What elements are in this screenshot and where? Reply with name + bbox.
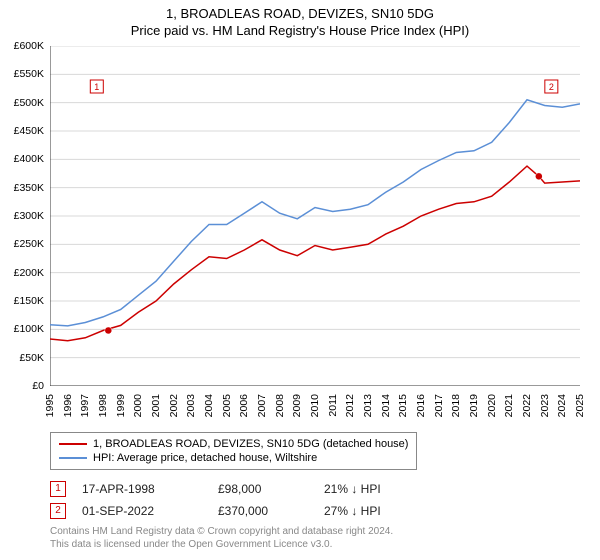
transaction-marker: 1 xyxy=(50,481,66,497)
x-tick-label: 1999 xyxy=(115,394,127,417)
page-title-line2: Price paid vs. HM Land Registry's House … xyxy=(0,21,600,38)
legend-swatch xyxy=(59,457,87,459)
x-tick-label: 1997 xyxy=(79,394,91,417)
x-tick-label: 2012 xyxy=(344,394,356,417)
x-tick-label: 1998 xyxy=(97,394,109,417)
x-tick-label: 2024 xyxy=(556,394,568,417)
line-chart: 12 xyxy=(50,46,580,386)
footer-line1: Contains HM Land Registry data © Crown c… xyxy=(50,526,393,539)
x-tick-label: 2009 xyxy=(291,394,303,417)
x-tick-label: 2002 xyxy=(168,394,180,417)
x-axis-labels: 1995199619971998199920002001200220032004… xyxy=(50,390,580,430)
transaction-date: 17-APR-1998 xyxy=(82,482,202,496)
transaction-pct: 21% ↓ HPI xyxy=(324,482,434,496)
x-tick-label: 2025 xyxy=(574,394,586,417)
x-tick-label: 1995 xyxy=(44,394,56,417)
transaction-price: £370,000 xyxy=(218,504,308,518)
legend-label: 1, BROADLEAS ROAD, DEVIZES, SN10 5DG (de… xyxy=(93,438,408,450)
x-tick-label: 2007 xyxy=(256,394,268,417)
chart-area: 12 xyxy=(50,46,580,386)
x-tick-label: 2003 xyxy=(185,394,197,417)
legend-swatch xyxy=(59,443,87,445)
y-axis-labels: £0£50K£100K£150K£200K£250K£300K£350K£400… xyxy=(0,46,48,386)
x-tick-label: 2020 xyxy=(486,394,498,417)
y-tick-label: £200K xyxy=(14,267,44,279)
y-tick-label: £0 xyxy=(32,380,44,392)
x-tick-label: 2016 xyxy=(415,394,427,417)
x-tick-label: 2022 xyxy=(521,394,533,417)
y-tick-label: £350K xyxy=(14,182,44,194)
transaction-date: 01-SEP-2022 xyxy=(82,504,202,518)
x-tick-label: 2004 xyxy=(203,394,215,417)
y-tick-label: £400K xyxy=(14,153,44,165)
legend-label: HPI: Average price, detached house, Wilt… xyxy=(93,452,317,464)
y-tick-label: £150K xyxy=(14,295,44,307)
x-tick-label: 2008 xyxy=(274,394,286,417)
transaction-row: 1 17-APR-1998 £98,000 21% ↓ HPI xyxy=(50,478,434,500)
transaction-price: £98,000 xyxy=(218,482,308,496)
x-tick-label: 1996 xyxy=(62,394,74,417)
x-tick-label: 2018 xyxy=(450,394,462,417)
x-tick-label: 2023 xyxy=(539,394,551,417)
y-tick-label: £600K xyxy=(14,40,44,52)
x-tick-label: 2019 xyxy=(468,394,480,417)
x-tick-label: 2006 xyxy=(238,394,250,417)
x-tick-label: 2000 xyxy=(132,394,144,417)
svg-text:1: 1 xyxy=(94,82,99,92)
y-tick-label: £500K xyxy=(14,97,44,109)
transaction-row: 2 01-SEP-2022 £370,000 27% ↓ HPI xyxy=(50,500,434,522)
page-title-line1: 1, BROADLEAS ROAD, DEVIZES, SN10 5DG xyxy=(0,0,600,21)
y-tick-label: £100K xyxy=(14,323,44,335)
y-tick-label: £450K xyxy=(14,125,44,137)
transaction-marker: 2 xyxy=(50,503,66,519)
legend: 1, BROADLEAS ROAD, DEVIZES, SN10 5DG (de… xyxy=(50,432,417,470)
transaction-pct: 27% ↓ HPI xyxy=(324,504,434,518)
legend-row: 1, BROADLEAS ROAD, DEVIZES, SN10 5DG (de… xyxy=(59,437,408,451)
y-tick-label: £300K xyxy=(14,210,44,222)
x-tick-label: 2001 xyxy=(150,394,162,417)
x-tick-label: 2014 xyxy=(380,394,392,417)
footer: Contains HM Land Registry data © Crown c… xyxy=(50,526,393,551)
y-tick-label: £50K xyxy=(19,352,44,364)
svg-text:2: 2 xyxy=(549,82,554,92)
x-tick-label: 2021 xyxy=(503,394,515,417)
x-tick-label: 2010 xyxy=(309,394,321,417)
x-tick-label: 2017 xyxy=(433,394,445,417)
x-tick-label: 2005 xyxy=(221,394,233,417)
x-tick-label: 2013 xyxy=(362,394,374,417)
y-tick-label: £250K xyxy=(14,238,44,250)
transaction-rows: 1 17-APR-1998 £98,000 21% ↓ HPI 2 01-SEP-2022… xyxy=(50,478,434,522)
legend-row: HPI: Average price, detached house, Wilt… xyxy=(59,451,408,465)
x-tick-label: 2011 xyxy=(327,394,339,417)
footer-line2: This data is licensed under the Open Gov… xyxy=(50,539,393,552)
x-tick-label: 2015 xyxy=(397,394,409,417)
y-tick-label: £550K xyxy=(14,68,44,80)
